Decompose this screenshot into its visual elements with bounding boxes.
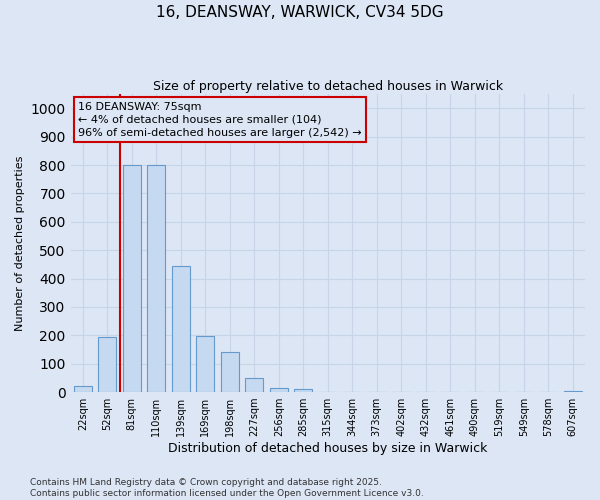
- X-axis label: Distribution of detached houses by size in Warwick: Distribution of detached houses by size …: [168, 442, 487, 455]
- Bar: [269, 388, 288, 392]
- Bar: [74, 386, 92, 392]
- Y-axis label: Number of detached properties: Number of detached properties: [15, 156, 25, 331]
- Bar: [294, 389, 313, 392]
- Title: Size of property relative to detached houses in Warwick: Size of property relative to detached ho…: [153, 80, 503, 93]
- Bar: [98, 338, 116, 392]
- Bar: [147, 165, 166, 392]
- Bar: [221, 352, 239, 392]
- Bar: [122, 165, 141, 392]
- Text: Contains HM Land Registry data © Crown copyright and database right 2025.
Contai: Contains HM Land Registry data © Crown c…: [30, 478, 424, 498]
- Text: 16, DEANSWAY, WARWICK, CV34 5DG: 16, DEANSWAY, WARWICK, CV34 5DG: [156, 5, 444, 20]
- Bar: [196, 336, 214, 392]
- Bar: [172, 266, 190, 392]
- Text: 16 DEANSWAY: 75sqm
← 4% of detached houses are smaller (104)
96% of semi-detache: 16 DEANSWAY: 75sqm ← 4% of detached hous…: [78, 102, 362, 138]
- Bar: [245, 378, 263, 392]
- Bar: [563, 390, 582, 392]
